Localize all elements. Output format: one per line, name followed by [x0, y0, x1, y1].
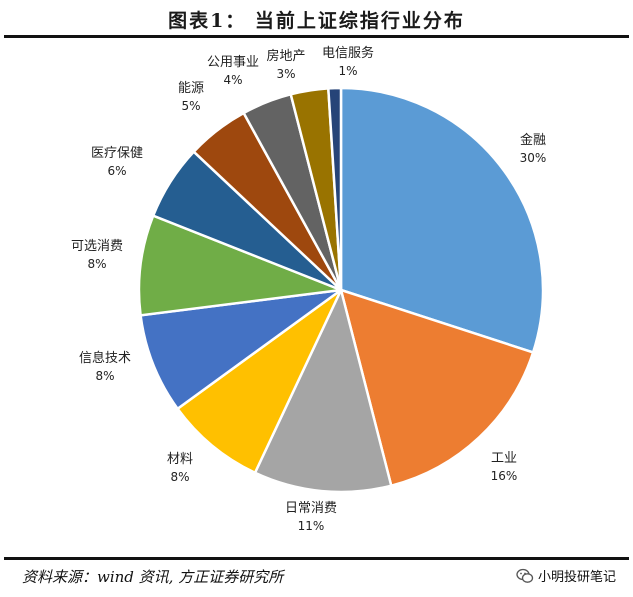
slice-percent: 16%	[491, 469, 518, 483]
pie-slice-3	[175, 288, 343, 475]
slice-label: 可选消费	[71, 239, 123, 254]
slice-percent: 6%	[107, 164, 126, 178]
slice-label: 医疗保健	[91, 146, 143, 161]
watermark-text: 小明投研笔记	[538, 570, 617, 585]
slice-percent: 8%	[170, 470, 189, 484]
pie-slice-10	[326, 86, 343, 291]
slice-percent: 5%	[181, 99, 200, 113]
bottom-rule	[4, 557, 629, 560]
wechat-icon	[516, 568, 534, 583]
slice-percent: 11%	[298, 519, 325, 533]
slice-percent: 1%	[338, 64, 357, 78]
slice-percent: 4%	[223, 73, 242, 87]
pie-slice-1	[339, 288, 535, 488]
slice-percent: 3%	[276, 67, 295, 81]
slice-label: 金融	[520, 132, 546, 148]
watermark: 小明投研笔记	[516, 566, 616, 585]
chart-title: 图表1： 当前上证综指行业分布	[168, 10, 465, 32]
slice-label: 电信服务	[322, 45, 374, 61]
slice-label: 能源	[178, 81, 204, 96]
slice-label: 房地产	[266, 48, 305, 64]
slice-percent: 8%	[87, 257, 106, 271]
slice-label: 公用事业	[207, 55, 259, 70]
source-note: 资料来源：wind 资讯, 方正证券研究所	[22, 568, 284, 586]
slice-percent: 8%	[95, 369, 114, 383]
pie-slice-5	[137, 214, 342, 317]
pie-slice-2	[253, 286, 393, 494]
slice-percent: 30%	[520, 151, 547, 165]
slice-label: 信息技术	[79, 350, 131, 366]
slice-label: 工业	[491, 451, 517, 466]
pie-slice-0	[339, 86, 545, 354]
slice-label: 日常消费	[285, 501, 337, 516]
pie-slice-4	[139, 288, 342, 411]
top-rule	[4, 35, 629, 38]
slice-label: 材料	[167, 452, 193, 467]
